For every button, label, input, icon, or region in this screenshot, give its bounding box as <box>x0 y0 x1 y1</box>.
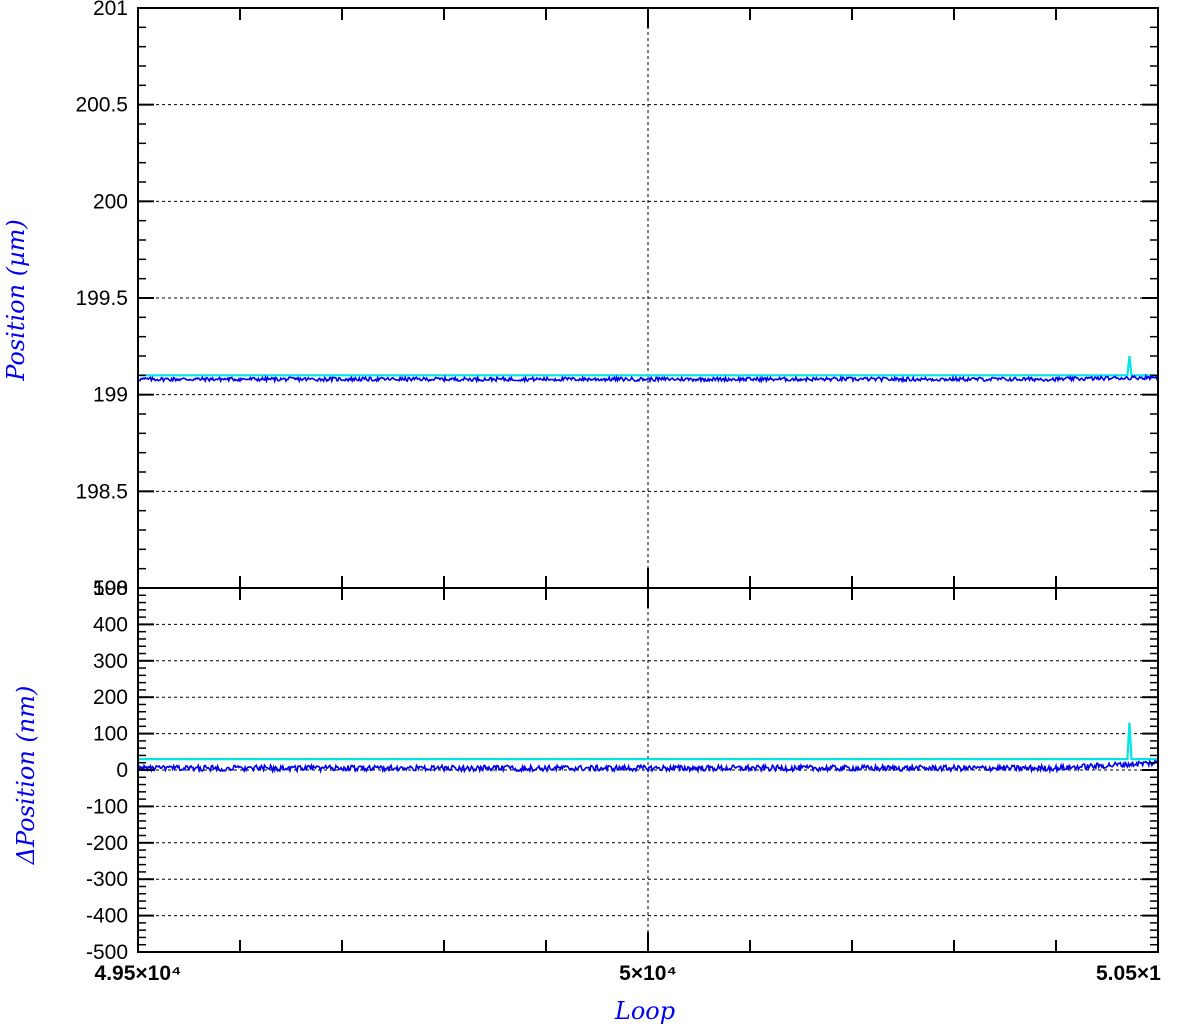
y-tick-label: 100 <box>93 723 128 746</box>
y-tick-label: -300 <box>86 868 128 891</box>
bottom-y-axis-title: ΔPosition (nm) <box>12 686 40 866</box>
measured-series-line <box>137 373 1159 384</box>
top-y-axis-title: Position (µm) <box>2 219 30 382</box>
y-tick-label: 198 <box>93 577 128 600</box>
y-tick-label: 199.5 <box>75 287 128 310</box>
x-tick-labels: 4.95×10⁴ 5×10⁴ 5.05×1 <box>95 962 1162 985</box>
y-tick-label: 400 <box>93 613 128 636</box>
bottom-y-tick-labels: 500 400 300 200 100 0 -100 -200 -300 -400 -500 <box>86 577 128 964</box>
y-tick-label: -500 <box>86 941 128 964</box>
reference-series-line <box>138 355 1158 377</box>
y-tick-label: -100 <box>86 795 128 818</box>
y-tick-label: 201 <box>93 0 128 20</box>
y-tick-label: 199 <box>93 384 128 407</box>
y-tick-label: 200 <box>93 190 128 213</box>
y-tick-label: -400 <box>86 905 128 928</box>
bottom-panel: 500 400 300 200 100 0 -100 -200 -300 -400 -500 4.9… <box>12 577 1161 1025</box>
bottom-series <box>137 722 1159 775</box>
y-tick-label: -200 <box>86 832 128 855</box>
y-tick-label: 200 <box>93 686 128 709</box>
x-tick-label: 5.05×1 <box>1096 962 1161 985</box>
y-tick-label: 198.5 <box>75 480 128 503</box>
x-tick-label: 4.95×10⁴ <box>95 962 182 985</box>
reference-series-line <box>138 722 1158 761</box>
top-grid <box>138 8 1158 588</box>
y-tick-label: 0 <box>116 759 128 782</box>
top-ticks <box>137 7 1159 589</box>
x-axis-title: Loop <box>614 997 675 1025</box>
top-panel: 201 200.5 200 199.5 199 198.5 198 Position (µm… <box>2 0 1159 600</box>
top-y-tick-labels: 201 200.5 200 199.5 199 198.5 198 <box>75 0 128 600</box>
measured-series-line <box>137 759 1159 775</box>
y-tick-label: 300 <box>93 650 128 673</box>
x-tick-label: 5×10⁴ <box>619 962 677 985</box>
y-tick-label: 200.5 <box>75 94 128 117</box>
bottom-plot-frame <box>137 587 1159 953</box>
y-tick-label: 500 <box>93 577 128 600</box>
top-series <box>137 355 1159 384</box>
